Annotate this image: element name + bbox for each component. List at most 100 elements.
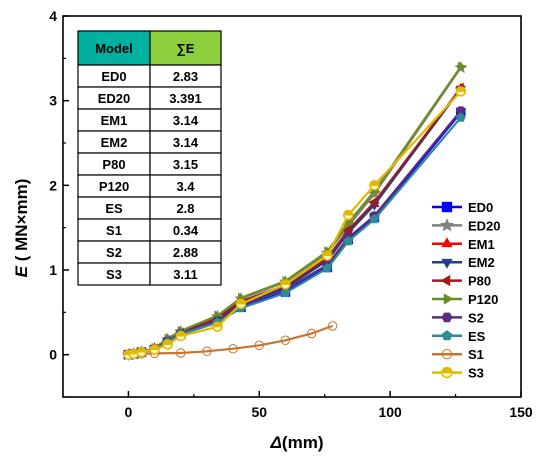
legend-label: S1 bbox=[468, 347, 484, 362]
legend-label: EM2 bbox=[468, 255, 495, 270]
legend-item-s1: S1 bbox=[432, 347, 484, 362]
table-cell-text: P80 bbox=[102, 157, 125, 172]
table-cell-text: ED20 bbox=[98, 91, 131, 106]
table-header-cell bbox=[77, 30, 151, 66]
legend-label: ED20 bbox=[468, 218, 501, 233]
y-tick-label: 4 bbox=[49, 8, 57, 24]
y-tick-label: 0 bbox=[49, 347, 57, 363]
legend-label: EM1 bbox=[468, 237, 495, 252]
table-cell-text: EM2 bbox=[101, 135, 128, 150]
table-cell-text: 2.88 bbox=[173, 245, 198, 260]
table-cell-text: S3 bbox=[106, 267, 122, 282]
table-cell-text: 2.8 bbox=[176, 201, 194, 216]
y-axis-label: E ( MN×mm) bbox=[12, 179, 31, 278]
data-point-s3 bbox=[162, 339, 173, 350]
legend-item-es: ES bbox=[432, 329, 486, 344]
inset-table: Model ∑E ED0 2.83 ED20 3.391 EM1 3.14 EM2 3.14 P80… bbox=[77, 30, 222, 286]
legend-swatch-marker bbox=[440, 274, 451, 287]
table-cell-text: 0.34 bbox=[173, 223, 199, 238]
legend-item-ed0: ED0 bbox=[432, 200, 493, 215]
data-point-es bbox=[322, 263, 333, 273]
legend-item-ed20: ED20 bbox=[432, 217, 501, 233]
data-point-s3 bbox=[322, 250, 333, 261]
table-cell-text: 3.4 bbox=[176, 179, 195, 194]
data-point-s1 bbox=[280, 335, 291, 346]
table-cell-text: 3.14 bbox=[173, 113, 199, 128]
data-point-p80 bbox=[342, 225, 352, 236]
legend-item-em2: EM2 bbox=[432, 255, 495, 270]
legend-label: ES bbox=[468, 329, 486, 344]
data-point-s1 bbox=[306, 328, 317, 339]
data-point-s3 bbox=[369, 180, 380, 191]
table-cell-text: ES bbox=[105, 201, 123, 216]
legend-swatch-marker bbox=[443, 293, 454, 305]
legend-swatch-marker bbox=[441, 366, 453, 379]
legend-label: P80 bbox=[468, 274, 491, 289]
data-point-s3 bbox=[235, 298, 247, 310]
y-tick-label: 1 bbox=[49, 262, 57, 278]
plot-frame bbox=[62, 15, 522, 398]
x-tick-label: 50 bbox=[251, 404, 267, 420]
data-point-s1 bbox=[228, 343, 238, 354]
data-point-s1 bbox=[254, 340, 265, 351]
legend-swatch-marker bbox=[441, 330, 453, 341]
x-tick-label: 150 bbox=[509, 404, 533, 420]
table-cell-text: 3.391 bbox=[169, 91, 202, 106]
y-tick-label: 3 bbox=[49, 93, 57, 109]
series-line-s1 bbox=[128, 324, 333, 356]
legend-label: P120 bbox=[468, 292, 498, 307]
table-cell-text: 3.11 bbox=[173, 267, 198, 282]
x-tick-label: 0 bbox=[125, 404, 133, 420]
legend-swatch-marker bbox=[441, 312, 453, 323]
legend-item-s3: S3 bbox=[432, 366, 484, 381]
table-cell-text: EM1 bbox=[101, 113, 128, 128]
data-point-es bbox=[369, 214, 380, 224]
table-cell-text: ED0 bbox=[101, 69, 126, 84]
data-point-s1 bbox=[202, 346, 212, 357]
table-cell-text: S2 bbox=[106, 245, 122, 260]
axes-layer: 0 50 100 150 0 1 2 3 4 bbox=[49, 8, 533, 420]
table-header-text: Model bbox=[95, 41, 133, 56]
data-point-s3 bbox=[455, 86, 467, 97]
legend-swatch-marker bbox=[441, 258, 453, 269]
data-point-p80 bbox=[368, 197, 378, 208]
legend-item-em1: EM1 bbox=[432, 237, 495, 252]
legend-swatch-marker bbox=[441, 201, 453, 213]
data-point-p120 bbox=[457, 61, 467, 72]
legend-label: S2 bbox=[468, 310, 484, 325]
table-cell-text: P120 bbox=[99, 179, 129, 194]
data-point-s3 bbox=[343, 209, 354, 221]
table-cell-text: 3.15 bbox=[173, 157, 198, 172]
legend-item-p120: P120 bbox=[432, 292, 498, 307]
table-header-text: ∑E bbox=[177, 41, 195, 56]
data-point-s1 bbox=[327, 321, 338, 331]
y-tick-label: 2 bbox=[49, 177, 57, 193]
table-cell-text: 2.83 bbox=[173, 69, 198, 84]
table-header-cell bbox=[149, 30, 222, 66]
legend-item-s2: S2 bbox=[432, 310, 484, 325]
series-layer bbox=[121, 60, 468, 361]
data-point-es bbox=[343, 236, 354, 246]
x-axis-label: Δ(mm) bbox=[270, 433, 324, 452]
legend: ED0 ED20 EM1 EM2 P80 P120 S2 ES S1 S3 bbox=[432, 200, 501, 381]
table-cell bbox=[149, 262, 222, 286]
data-point-es bbox=[455, 112, 466, 122]
data-point-s3 bbox=[280, 279, 291, 290]
data-point-s3 bbox=[149, 344, 160, 355]
legend-label: S3 bbox=[468, 366, 484, 381]
data-point-s3 bbox=[212, 321, 223, 332]
data-point-es bbox=[280, 287, 291, 297]
series-s3 bbox=[123, 86, 467, 360]
legend-swatch-marker bbox=[441, 237, 453, 248]
data-point-s3 bbox=[175, 330, 187, 342]
table-cell-text: 3.14 bbox=[173, 135, 199, 150]
data-point-p120 bbox=[345, 217, 355, 228]
table-cell-text: S1 bbox=[106, 223, 122, 238]
x-tick-label: 100 bbox=[378, 404, 402, 420]
data-point-s1 bbox=[176, 348, 186, 358]
legend-item-p80: P80 bbox=[432, 274, 491, 289]
data-point-s3 bbox=[136, 346, 147, 358]
legend-swatch-marker bbox=[439, 217, 455, 232]
